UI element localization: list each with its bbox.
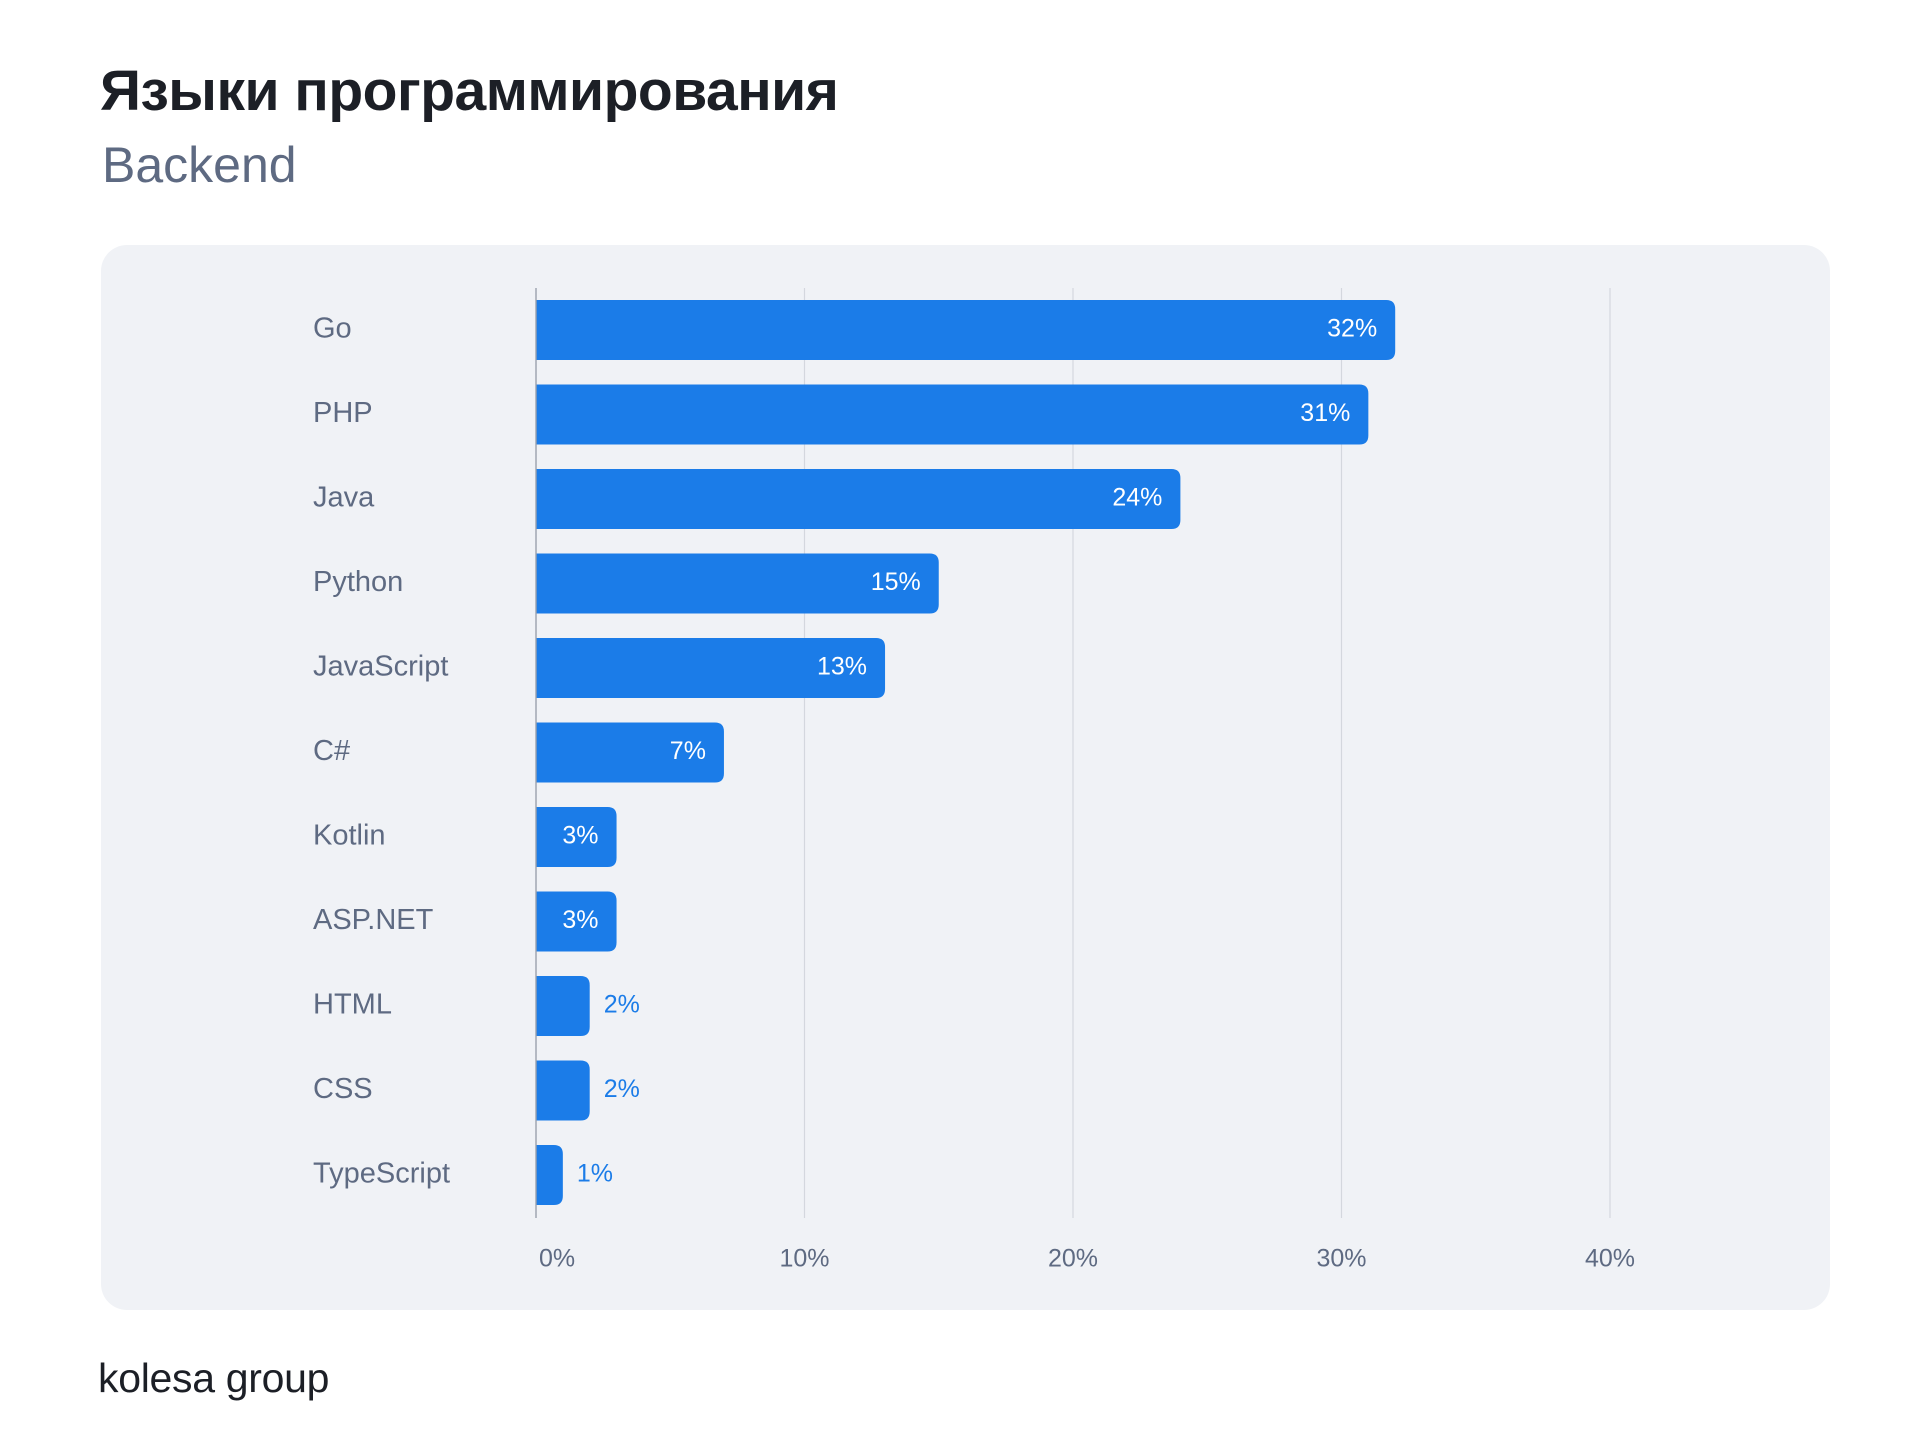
value-label: 24%: [1112, 484, 1162, 512]
value-label: 31%: [1300, 399, 1350, 427]
value-label: 15%: [871, 568, 921, 596]
category-label: Python: [313, 566, 403, 598]
bar: [536, 384, 1369, 445]
bar-chart: 0% 10% 20% 30% 40% Go 32% PHP 31% Java 24% Python 15…: [313, 288, 1635, 1273]
x-tick-label: 0%: [539, 1245, 575, 1273]
category-label: CSS: [313, 1073, 373, 1105]
value-label: 2%: [604, 991, 640, 1019]
kolesa-group-logo: kolesa group: [98, 1355, 330, 1401]
category-label: C#: [313, 735, 350, 767]
chart-title: Языки программирования: [100, 59, 839, 123]
chart-panel: 0% 10% 20% 30% 40% Go 32% PHP 31% Java 24% Python 15…: [101, 245, 1830, 1310]
bar: [536, 553, 939, 614]
bar: [536, 469, 1181, 529]
bar: [536, 722, 724, 783]
bar: [536, 807, 617, 867]
bar: [536, 300, 1396, 360]
category-label: TypeScript: [313, 1158, 450, 1190]
category-label: JavaScript: [313, 651, 448, 683]
category-label: Kotlin: [313, 820, 386, 852]
category-label: ASP.NET: [313, 904, 434, 936]
bar: [536, 976, 590, 1036]
category-label: Go: [313, 313, 352, 345]
bar: [536, 1145, 563, 1205]
category-label: Java: [313, 482, 375, 514]
bar: [536, 638, 886, 698]
x-tick-label: 40%: [1585, 1245, 1635, 1273]
x-tick-label: 30%: [1316, 1245, 1366, 1273]
chart-subtitle: Backend: [102, 137, 297, 193]
value-label: 7%: [670, 737, 706, 765]
category-label: PHP: [313, 397, 373, 429]
value-label: 3%: [562, 822, 598, 850]
value-label: 2%: [604, 1075, 640, 1103]
x-tick-label: 20%: [1048, 1245, 1098, 1273]
bar: [536, 1060, 590, 1121]
value-label: 32%: [1327, 315, 1377, 343]
category-label: HTML: [313, 989, 392, 1021]
bar: [536, 891, 617, 952]
value-label: 3%: [562, 906, 598, 934]
value-label: 1%: [577, 1160, 613, 1188]
value-label: 13%: [817, 653, 867, 681]
x-tick-label: 10%: [779, 1245, 829, 1273]
